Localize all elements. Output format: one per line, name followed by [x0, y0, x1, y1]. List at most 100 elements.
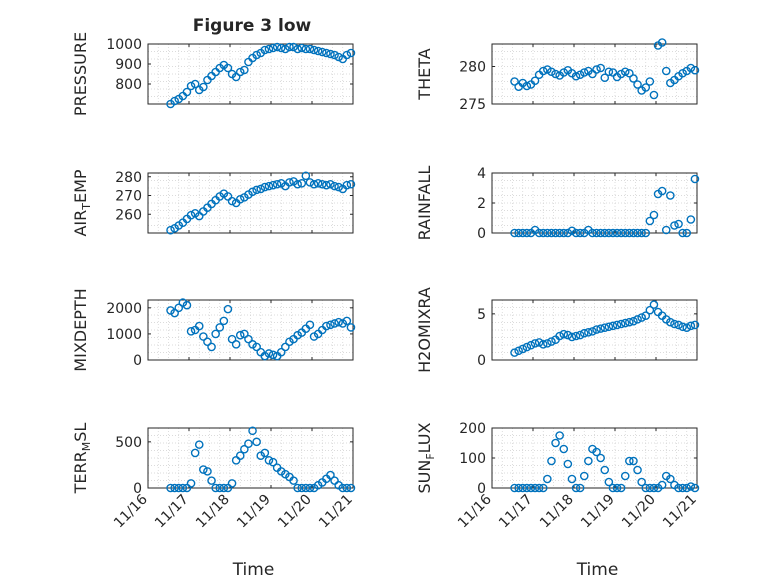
- data-point: [305, 320, 315, 330]
- data-point: [563, 330, 573, 340]
- data-point: [579, 68, 589, 77]
- data-point: [334, 317, 343, 327]
- subplot-8: 0 100 200 SUNFLUX 11/16 11/17 11/18 11/19 11/20 1…: [415, 421, 700, 580]
- data-point: [240, 444, 249, 454]
- data-point: [309, 45, 319, 55]
- data-point: [612, 320, 622, 330]
- data-point: [686, 215, 696, 224]
- data-point: [326, 470, 335, 480]
- data-point: [272, 179, 282, 189]
- data-point: [530, 483, 540, 493]
- data-point: [526, 340, 536, 350]
- data-point: [301, 44, 311, 54]
- x-tick-label: 11/21: [660, 492, 700, 532]
- data-point: [174, 303, 184, 313]
- data-point: [547, 456, 556, 466]
- data-point: [616, 319, 626, 329]
- data-point: [592, 228, 601, 238]
- x-axis-label: Time: [232, 560, 275, 580]
- data-point: [571, 71, 581, 81]
- subplot-4: 0 2 4 RAINFALL: [415, 166, 700, 242]
- y-axis-label-suffix: LUX: [415, 422, 434, 453]
- data-point: [530, 339, 540, 348]
- data-point: [571, 228, 581, 238]
- x-axis-label: Time: [576, 560, 619, 580]
- data-point: [584, 328, 593, 337]
- data-point: [571, 331, 581, 341]
- y-axis-label-main: TERR: [71, 451, 90, 494]
- data-point: [637, 228, 646, 238]
- data-point: [510, 77, 519, 86]
- axes-box: [147, 172, 354, 234]
- data-point: [657, 186, 667, 196]
- y-axis-label: TERRMSL: [71, 423, 93, 495]
- data-point: [240, 65, 249, 75]
- data-point: [207, 342, 216, 352]
- data-point: [281, 342, 290, 352]
- data-point: [510, 483, 519, 493]
- data-point: [215, 323, 225, 332]
- data-point: [629, 316, 638, 326]
- data-point: [219, 316, 229, 326]
- data-point: [342, 50, 352, 60]
- data-point: [305, 483, 315, 493]
- data-point: [579, 328, 589, 338]
- data-point: [518, 344, 528, 354]
- data-point: [620, 67, 630, 77]
- data-point: [322, 321, 331, 331]
- data-point: [543, 339, 552, 348]
- data-point: [633, 465, 642, 475]
- subplot-2: 275 280 THETA: [415, 38, 700, 113]
- axes-box: [491, 299, 698, 361]
- data-point: [203, 337, 212, 347]
- data-point: [596, 63, 605, 73]
- y-tick-label: 900: [115, 57, 142, 73]
- data-point: [268, 350, 278, 360]
- data-point: [235, 67, 245, 77]
- data-point: [567, 474, 577, 484]
- data-point: [633, 315, 642, 324]
- data-point: [649, 90, 659, 100]
- subplot-5: 0 1000 2000 MIXDEPTH: [71, 288, 356, 372]
- data-point: [625, 317, 634, 327]
- data-point: [666, 317, 675, 327]
- data-point: [252, 342, 261, 352]
- data-point: [616, 228, 626, 238]
- data-point: [674, 483, 683, 493]
- data-point: [322, 48, 331, 58]
- data-point: [666, 191, 675, 200]
- data-point: [567, 226, 577, 236]
- data-point: [276, 43, 286, 53]
- data-point: [170, 483, 179, 493]
- data-point: [252, 437, 261, 447]
- x-tick-label: 11/17: [152, 492, 192, 532]
- data-point: [657, 480, 667, 490]
- x-tick-label: 11/21: [316, 492, 356, 532]
- data-point: [608, 228, 618, 238]
- data-point: [559, 68, 569, 77]
- data-point: [633, 80, 642, 89]
- data-point: [285, 178, 294, 187]
- data-point: [326, 320, 335, 330]
- subplot-6: 0 5 H2OMIXRA: [415, 287, 700, 373]
- data-point: [252, 50, 261, 60]
- data-point: [551, 69, 560, 79]
- data-point: [543, 474, 552, 484]
- data-point: [330, 181, 339, 191]
- data-point: [346, 323, 356, 332]
- data-point: [649, 210, 659, 220]
- data-point: [514, 483, 523, 493]
- figure-title: Figure 3 low: [193, 16, 312, 36]
- data-point: [203, 75, 212, 85]
- data-point: [592, 325, 601, 334]
- data-point: [510, 348, 519, 357]
- data-point: [166, 225, 175, 235]
- y-tick-label: 800: [115, 77, 142, 93]
- data-point: [166, 483, 175, 493]
- data-point: [588, 327, 597, 336]
- data-point: [543, 228, 552, 238]
- data-point: [190, 448, 200, 458]
- data-point: [522, 342, 532, 352]
